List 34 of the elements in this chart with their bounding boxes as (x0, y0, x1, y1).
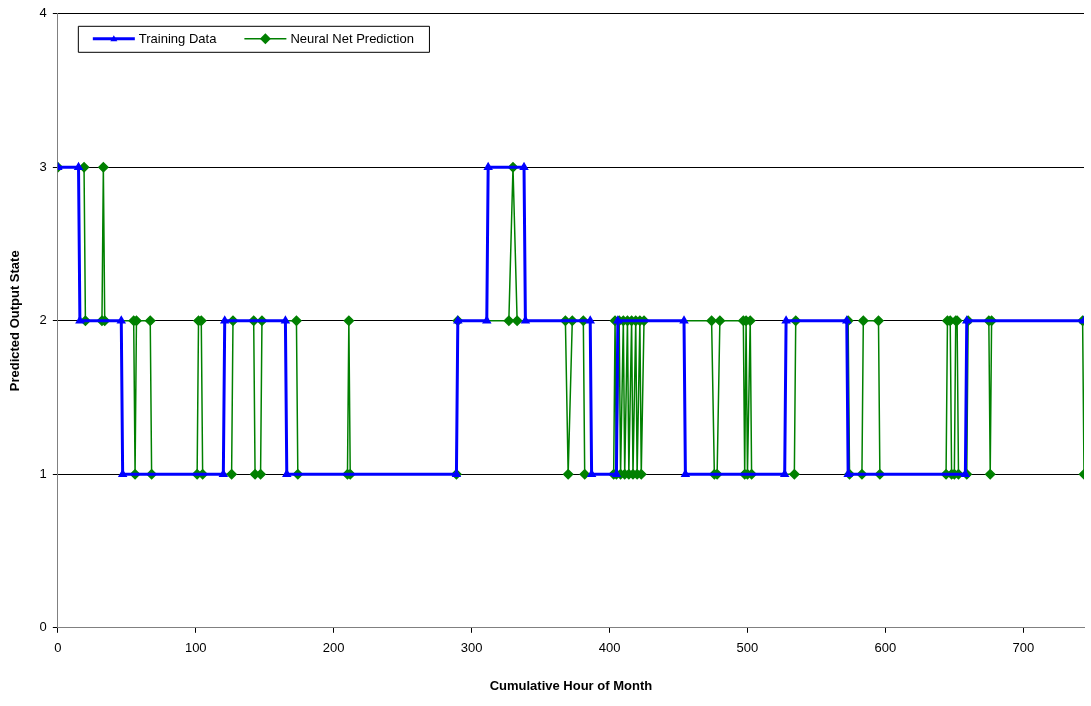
point (76, 316, 84, 324)
x-tick-label: 400 (598, 640, 621, 656)
point (521, 316, 530, 324)
point (844, 470, 852, 478)
point (520, 163, 528, 171)
point (219, 470, 228, 478)
x-tick-label: 300 (460, 640, 483, 656)
y-axis-title: Predicted Output State (7, 250, 23, 392)
point (221, 316, 229, 324)
legend-label: Neural Net Prediction (290, 31, 414, 47)
y-tick-label: 2 (39, 312, 47, 328)
point (586, 316, 594, 324)
point (681, 470, 690, 478)
x-tick-label: 600 (874, 640, 897, 656)
point (117, 316, 125, 324)
y-tick-label: 4 (39, 5, 47, 21)
point (782, 316, 790, 324)
point (587, 470, 596, 478)
y-tick-label: 1 (39, 465, 47, 481)
point (118, 470, 127, 478)
y-tick-label: 0 (39, 619, 47, 635)
x-axis-title: Cumulative Hour of Month (489, 677, 653, 693)
x-tick-label: 200 (322, 640, 345, 656)
x-tick-label: 100 (184, 640, 207, 656)
x-tick-label: 500 (736, 640, 759, 656)
y-tick-label: 3 (39, 158, 47, 174)
point (680, 316, 688, 324)
x-tick-label: 700 (1012, 640, 1035, 656)
point (281, 316, 290, 324)
point (483, 316, 491, 324)
x-tick-label: 0 (54, 640, 62, 656)
point (781, 470, 789, 478)
point (283, 470, 291, 478)
legend-label: Training Data (138, 31, 218, 47)
